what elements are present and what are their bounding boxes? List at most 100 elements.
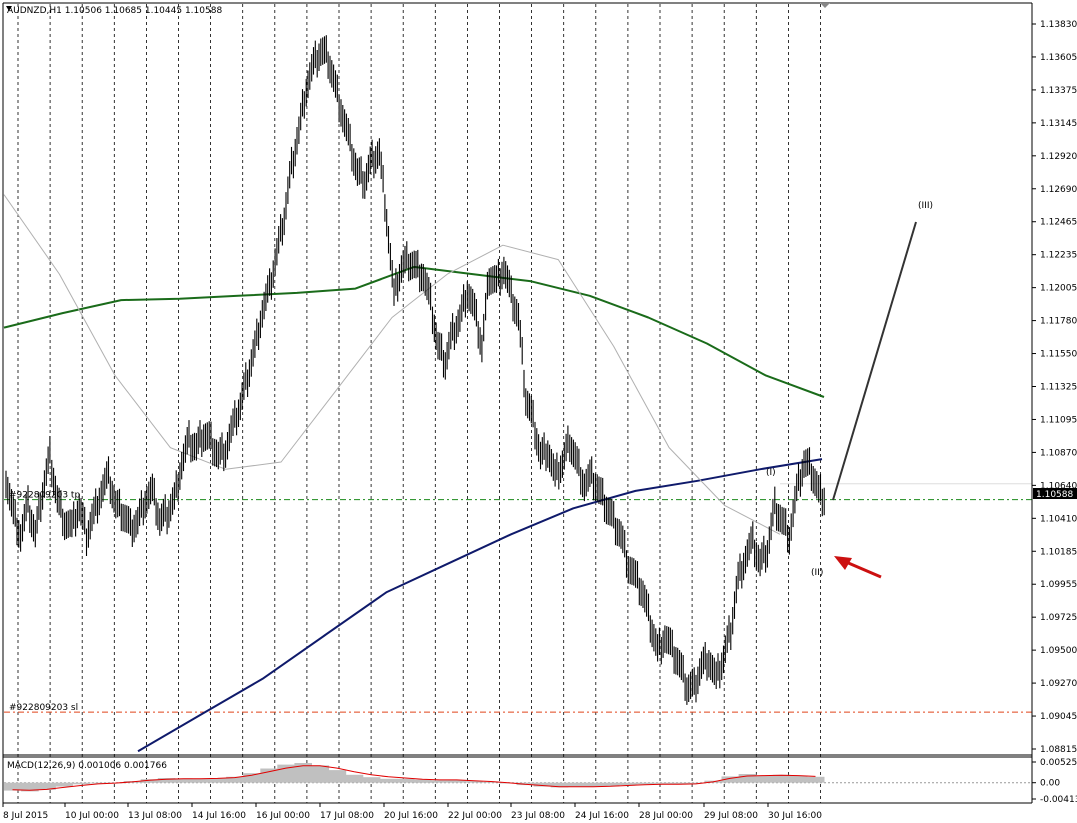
- macd-hist-bar: [670, 782, 688, 785]
- price-tick-label: 1.11550: [1040, 350, 1077, 360]
- macd-panel: 0.00525 0.00 -0.004137: [4, 758, 1077, 805]
- time-tick-label: 20 Jul 16:00: [384, 811, 438, 821]
- price-tick-label: 1.09955: [1040, 580, 1077, 590]
- price-tick-label: 1.12235: [1040, 251, 1077, 261]
- price-tick-label: 1.10640: [1040, 481, 1077, 491]
- macd-hist-bar: [328, 770, 347, 783]
- macd-hist-bar: [362, 777, 381, 783]
- time-tick-label: 17 Jul 08:00: [320, 811, 374, 821]
- price-tick-label: 1.09045: [1040, 712, 1077, 722]
- macd-hist-bar: [738, 774, 757, 783]
- time-tick-label: 23 Jul 08:00: [511, 811, 565, 821]
- price-tick-label: 1.10410: [1040, 514, 1077, 524]
- macd-hist-bar: [311, 765, 330, 783]
- time-axis: 8 Jul 2015 10 Jul 00:00 13 Jul 08:00 14 Jul…: [2, 803, 822, 821]
- macd-tick-label: 0.00525: [1040, 758, 1077, 768]
- price-tick-label: 1.11325: [1040, 383, 1077, 393]
- price-tick-label: 1.13375: [1040, 86, 1077, 96]
- macd-hist-bar: [345, 774, 364, 783]
- macd-hist-bar: [636, 782, 654, 785]
- price-tick-label: 1.13830: [1040, 20, 1077, 30]
- price-tick-label: 1.13605: [1040, 53, 1077, 63]
- time-tick-label: 22 Jul 00:00: [448, 811, 502, 821]
- wave-label-3: (III): [918, 201, 933, 211]
- time-tick-label: 24 Jul 16:00: [575, 811, 629, 821]
- price-tick-label: 1.10185: [1040, 547, 1077, 557]
- price-tick-label: 1.12005: [1040, 284, 1077, 294]
- time-tick-label: 16 Jul 00:00: [256, 811, 310, 821]
- time-tick-label: 28 Jul 00:00: [639, 811, 693, 821]
- macd-hist-bar: [209, 778, 227, 783]
- ma-navy-line: [137, 458, 823, 753]
- macd-hist-bar: [4, 782, 22, 791]
- macd-hist-bar: [465, 781, 483, 783]
- annotation-layer: (I) (II) (III): [766, 201, 933, 579]
- macd-hist-bar: [243, 773, 261, 783]
- price-tick-label: 1.12465: [1040, 218, 1077, 228]
- macd-hist-bar: [72, 782, 90, 785]
- macd-hist-bar: [157, 778, 176, 783]
- macd-hist-bar: [721, 776, 740, 783]
- macd-hist-bar: [772, 774, 791, 783]
- symbol-dropdown-icon[interactable]: [6, 6, 12, 11]
- macd-signal-line: [12, 765, 816, 791]
- macd-hist-bar: [806, 776, 825, 783]
- vertical-grid: [17, 4, 821, 803]
- current-price-tag: 1.10588: [1033, 488, 1077, 500]
- time-tick-label: 8 Jul 2015: [3, 811, 48, 821]
- price-tick-label: 1.12920: [1040, 152, 1077, 162]
- price-tick-label: 1.09500: [1040, 646, 1077, 656]
- macd-hist-bar: [533, 782, 552, 787]
- series-group: [3, 35, 825, 753]
- wave-label-1: (I): [766, 468, 776, 478]
- projection-line: [832, 221, 917, 501]
- wave-label-2: (II): [811, 568, 823, 578]
- time-tick-label: 14 Jul 16:00: [192, 811, 246, 821]
- macd-hist-bar: [789, 775, 808, 783]
- time-tick-label: 10 Jul 00:00: [65, 811, 119, 821]
- macd-hist-bar: [174, 778, 193, 783]
- price-tick-label: 1.11780: [1040, 317, 1077, 327]
- main-panel-frame: [2, 2, 1033, 804]
- current-price-value: 1.10588: [1036, 490, 1073, 500]
- macd-hist-bar: [482, 781, 500, 783]
- macd-hist-bar: [396, 778, 415, 783]
- macd-hist-bar: [89, 782, 107, 784]
- price-tick-label: 1.09725: [1040, 613, 1077, 623]
- price-tick-label: 1.11095: [1040, 415, 1077, 425]
- macd-hist-bar: [755, 775, 774, 783]
- time-tick-label: 29 Jul 08:00: [704, 811, 758, 821]
- macd-hist-bar: [653, 782, 671, 784]
- chart-header: AUDNZD,H1 1.10506 1.10685 1.10445 1.1058…: [7, 6, 222, 16]
- price-tick-label: 1.10870: [1040, 448, 1077, 458]
- macd-hist-bar: [687, 782, 705, 784]
- macd-tick-label: -0.004137: [1040, 795, 1077, 805]
- macd-label: MACD(12,26,9) 0.001006 0.001766: [7, 761, 167, 771]
- price-tick-label: 1.08815: [1040, 745, 1077, 755]
- price-tick-label: 1.13145: [1040, 119, 1077, 129]
- macd-hist-bar: [294, 763, 312, 783]
- price-tick-label: 1.12690: [1040, 185, 1077, 195]
- chart-shift-icon[interactable]: [820, 3, 830, 8]
- macd-hist-bar: [140, 779, 159, 783]
- macd-hist-bar: [414, 779, 432, 783]
- macd-hist-bar: [191, 778, 210, 783]
- macd-hist-bar: [584, 782, 603, 787]
- time-tick-label: 13 Jul 08:00: [128, 811, 182, 821]
- time-tick-label: 30 Jul 16:00: [768, 811, 822, 821]
- macd-hist-bar: [619, 782, 637, 786]
- price-bars: [5, 35, 825, 705]
- macd-hist-bar: [601, 782, 620, 787]
- macd-hist-bar: [550, 782, 569, 788]
- macd-hist-bar: [55, 782, 73, 787]
- macd-hist-bar: [21, 782, 39, 792]
- macd-hist-bar: [567, 782, 586, 787]
- price-axis: 1.13830 1.13605 1.13375 1.13145 1.12920 1.126…: [1032, 20, 1077, 755]
- macd-hist-bar: [379, 778, 398, 783]
- macd-hist-bar: [431, 780, 449, 783]
- arrow-icon: [834, 556, 852, 570]
- ma-gray-line: [3, 194, 781, 535]
- price-tick-label: 1.09270: [1040, 679, 1077, 689]
- macd-tick-label: 0.00: [1040, 779, 1060, 789]
